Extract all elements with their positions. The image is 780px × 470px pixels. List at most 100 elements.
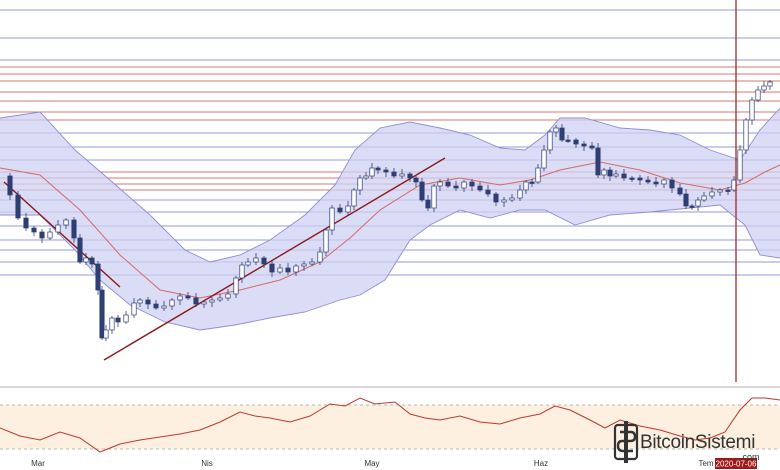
cursor-date-tag: 2020-07-06 xyxy=(715,458,757,469)
candle-up xyxy=(55,224,61,233)
candle-up xyxy=(761,85,767,91)
candle-down xyxy=(565,139,571,142)
bitcoin-logo-icon xyxy=(613,421,639,463)
candle-up xyxy=(239,264,245,279)
candle-down xyxy=(529,181,535,184)
candlestick-series xyxy=(7,80,773,341)
candle-down xyxy=(559,127,565,141)
candle-up xyxy=(701,195,707,201)
candle-down xyxy=(23,217,29,229)
candle-down xyxy=(89,257,95,265)
bollinger-lower-line xyxy=(0,204,780,331)
candle-down xyxy=(95,263,101,291)
candle-down xyxy=(485,189,491,195)
candle-down xyxy=(425,199,431,209)
x-axis-tick-label: Haz xyxy=(534,459,548,468)
candle-down xyxy=(453,185,459,189)
candle-down xyxy=(621,173,627,179)
candle-down xyxy=(7,175,13,196)
candle-up xyxy=(517,189,523,199)
candle-down xyxy=(589,145,595,149)
candle-down xyxy=(285,267,291,273)
candle-down xyxy=(595,147,601,176)
downtrend-line xyxy=(3,181,121,288)
candle-up xyxy=(253,257,259,263)
candle-up xyxy=(363,175,369,179)
candle-up xyxy=(329,207,335,231)
candle-down xyxy=(193,297,199,305)
x-axis-tick-label: May xyxy=(364,459,379,468)
candle-down xyxy=(669,179,675,189)
candle-down xyxy=(407,173,413,179)
candle-down xyxy=(637,177,643,181)
candle-down xyxy=(581,143,587,147)
candle-up xyxy=(83,257,89,263)
candle-up xyxy=(351,189,357,207)
candle-up xyxy=(437,181,443,187)
candle-up xyxy=(293,265,299,273)
candle-up xyxy=(553,127,559,133)
candle-up xyxy=(357,177,363,191)
candle-up xyxy=(131,302,137,316)
candle-down xyxy=(31,227,37,233)
candle-up xyxy=(63,219,69,226)
candle-up xyxy=(123,314,129,323)
bollinger-band xyxy=(0,108,780,330)
candle-up xyxy=(717,189,723,193)
candle-up xyxy=(217,297,223,301)
candle-down xyxy=(573,139,579,145)
bollinger-upper-line xyxy=(0,107,780,263)
brand-domain: .com xyxy=(740,452,760,462)
candle-up xyxy=(613,173,619,177)
candle-down xyxy=(261,257,267,265)
x-axis-tick-label: Mar xyxy=(31,459,45,468)
candle-up xyxy=(431,185,437,209)
candle-down xyxy=(677,187,683,195)
candle-up xyxy=(709,191,715,197)
candle-down xyxy=(269,263,275,273)
candle-up xyxy=(161,305,167,309)
candle-down xyxy=(99,289,105,339)
candle-down xyxy=(445,181,451,187)
candle-up xyxy=(737,149,743,181)
candle-up xyxy=(309,261,315,265)
candle-up xyxy=(103,329,109,339)
candle-up xyxy=(169,299,175,307)
watermark-logo: BitcoinSistemi .com xyxy=(613,421,760,463)
date-tag-background xyxy=(715,458,757,469)
candle-up xyxy=(535,167,541,183)
candle-down xyxy=(71,219,77,239)
candle-up xyxy=(369,167,375,177)
candle-up xyxy=(323,229,329,253)
candle-down xyxy=(419,181,425,201)
candle-up xyxy=(233,277,239,295)
candle-down xyxy=(469,181,475,187)
candle-down xyxy=(683,193,689,207)
candle-down xyxy=(153,303,159,309)
candle-up xyxy=(137,299,143,304)
candle-up xyxy=(47,231,53,239)
candle-up xyxy=(501,199,507,203)
candle-down xyxy=(185,295,191,299)
candle-up xyxy=(109,317,115,331)
candle-up xyxy=(461,181,467,189)
candle-down xyxy=(653,181,659,185)
candle-down xyxy=(493,193,499,203)
candle-up xyxy=(225,293,231,299)
candle-down xyxy=(477,185,483,191)
x-axis-tick-label: Tem xyxy=(698,459,713,468)
candle-down xyxy=(77,237,83,263)
candle-down xyxy=(413,177,419,183)
x-axis: Mar Nis May Haz Tem xyxy=(31,459,714,468)
candle-up xyxy=(661,179,667,185)
candle-down xyxy=(689,205,695,208)
candle-up xyxy=(177,295,183,301)
candle-up xyxy=(345,205,351,213)
candle-up xyxy=(695,199,701,207)
candle-up xyxy=(317,251,323,263)
brand-name: BitcoinSistemi xyxy=(640,432,755,453)
candle-up xyxy=(755,89,761,101)
candle-up xyxy=(767,81,773,87)
candle-up xyxy=(301,263,307,267)
